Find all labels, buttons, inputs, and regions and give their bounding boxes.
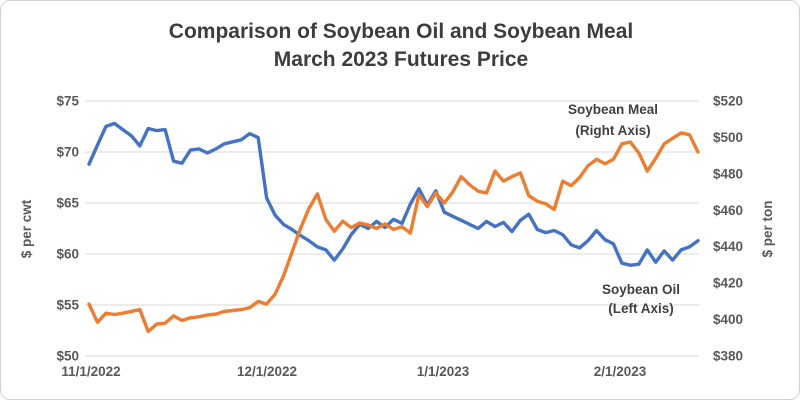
meal-annotation-line1: Soybean Meal	[568, 102, 658, 117]
x-tick-jan: 1/1/2023	[417, 364, 470, 379]
series-lines	[87, 121, 700, 334]
right-axis-ticks: $520 $500 $480 $460 $440 $420 $400 $380	[713, 94, 743, 364]
right-tick-400: $400	[713, 312, 743, 327]
right-axis-title: $ per ton	[760, 200, 775, 257]
right-tick-420: $420	[713, 276, 743, 291]
soybean-meal-line	[87, 131, 700, 334]
left-axis-ticks: $75 $70 $65 $60 $55 $50	[56, 94, 79, 364]
left-tick-50: $50	[56, 349, 79, 364]
soybean-oil-line	[87, 121, 700, 267]
right-tick-460: $460	[713, 203, 743, 218]
left-tick-55: $55	[56, 298, 79, 313]
left-axis-title: $ per cwt	[19, 199, 34, 258]
right-tick-380: $380	[713, 349, 743, 364]
right-tick-520: $520	[713, 94, 743, 109]
right-tick-480: $480	[713, 166, 743, 181]
meal-annotation-line2: (Right Axis)	[575, 123, 650, 138]
chart-title-line1: Comparison of Soybean Oil and Soybean Me…	[169, 20, 633, 43]
left-tick-60: $60	[56, 247, 79, 262]
x-tick-nov: 11/1/2022	[61, 364, 120, 379]
x-axis-ticks: 11/1/2022 12/1/2022 1/1/2023 2/1/2023	[61, 364, 646, 379]
left-tick-75: $75	[56, 94, 79, 109]
x-tick-feb: 2/1/2023	[594, 364, 647, 379]
left-tick-70: $70	[56, 145, 79, 160]
right-tick-440: $440	[713, 239, 743, 254]
left-tick-65: $65	[56, 196, 79, 211]
chart-title-line2: March 2023 Futures Price	[274, 48, 528, 71]
annotations: Soybean Meal (Right Axis) Soybean Oil (L…	[568, 102, 680, 316]
right-tick-500: $500	[713, 130, 743, 145]
x-tick-dec: 12/1/2022	[237, 364, 297, 379]
oil-annotation-line2: (Left Axis)	[608, 301, 674, 316]
oil-annotation-line1: Soybean Oil	[602, 282, 680, 297]
